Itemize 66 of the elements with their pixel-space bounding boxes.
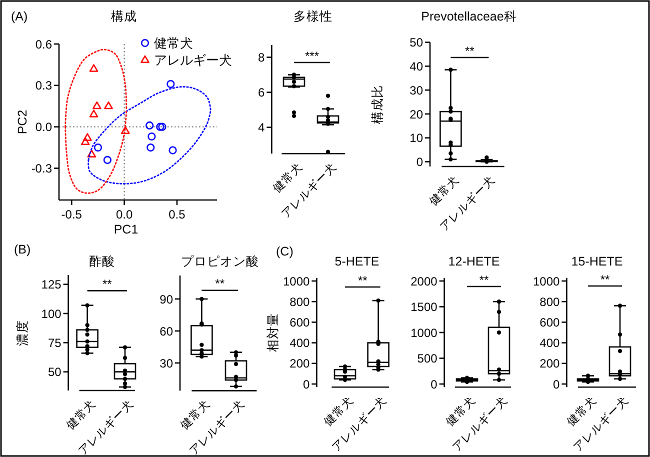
- y-tick-label: 90: [160, 292, 174, 306]
- y-tick-label: 1000: [532, 274, 560, 288]
- y-axis-title: PC2: [16, 110, 30, 134]
- chart-title: プロピオン酸: [181, 254, 259, 268]
- chart-title: 構成: [111, 10, 137, 24]
- chart-title: Prevotellaceae科: [421, 10, 517, 24]
- y-tick-label: 0.3: [35, 78, 52, 93]
- y-tick-label: 200: [290, 356, 310, 371]
- y-tick-label: 800: [540, 294, 560, 309]
- y-tick-label: 50: [410, 36, 424, 50]
- y-tick-label: 400: [290, 336, 310, 350]
- x-tick-label: 0.0: [116, 207, 133, 222]
- y-tick-label: 8: [258, 50, 266, 65]
- y-tick-label: 1000: [282, 274, 310, 288]
- y-axis-title: 構成比: [370, 84, 384, 124]
- x-tick-label: 0.5: [168, 207, 186, 222]
- y-axis-title: 相対量: [264, 313, 280, 352]
- y-tick-label: 10: [410, 131, 424, 146]
- y-axis-title: 濃度: [14, 320, 30, 346]
- y-tick-label: 2000: [410, 274, 438, 288]
- text: (B): [14, 242, 31, 256]
- x-axis-title: PC1: [114, 222, 138, 236]
- y-tick-label: 20: [410, 107, 424, 122]
- y-tick-label: 0.6: [35, 37, 52, 52]
- chart-title: 酢酸: [89, 254, 115, 268]
- y-tick-label: 400: [540, 336, 560, 350]
- annotation: **: [600, 272, 610, 286]
- legend-label: アレルギー犬: [154, 52, 232, 68]
- y-tick-label: 0: [303, 377, 310, 392]
- y-tick-label: 800: [290, 294, 310, 309]
- x-tick-label: -0.5: [61, 207, 82, 222]
- y-tick-label: 6: [258, 86, 266, 100]
- annotation: **: [102, 277, 112, 292]
- chart-title: 5-HETE: [334, 254, 380, 268]
- y-tick-label: 4: [258, 120, 266, 135]
- y-tick-label: 0: [553, 377, 560, 392]
- chart-title: 15-HETE: [571, 254, 623, 268]
- annotation: **: [215, 276, 225, 291]
- y-tick-label: 100: [41, 306, 62, 321]
- chart-title: 12-HETE: [448, 254, 500, 268]
- y-tick-label: 600: [290, 316, 310, 330]
- text: (C): [276, 244, 294, 258]
- y-tick-label: 1000: [410, 326, 438, 340]
- y-tick-label: 0: [416, 155, 424, 170]
- y-tick-label: 125: [41, 278, 62, 292]
- y-tick-label: 50: [48, 365, 62, 380]
- text: (A): [11, 10, 28, 24]
- y-tick-label: 75: [48, 336, 62, 350]
- y-tick-label: 600: [540, 316, 560, 330]
- y-tick-label: 200: [540, 356, 560, 371]
- annotation: **: [358, 273, 368, 288]
- y-tick-label: 60: [160, 324, 174, 338]
- y-tick-label: 0.0: [35, 120, 52, 134]
- y-tick-label: -0.3: [31, 162, 52, 176]
- y-tick-label: 1500: [410, 300, 438, 314]
- annotation: **: [479, 272, 489, 287]
- annotation: **: [465, 44, 475, 58]
- y-tick-label: 0: [430, 377, 438, 392]
- x-tick-label: 健常犬: [64, 397, 98, 432]
- y-tick-label: 30: [160, 356, 174, 370]
- y-tick-label: 40: [410, 60, 424, 74]
- y-tick-label: 500: [417, 352, 438, 366]
- chart-title: 多様性: [294, 10, 332, 24]
- y-tick-label: 30: [410, 83, 424, 98]
- legend-label: 健常犬: [154, 36, 193, 51]
- annotation: ***: [304, 48, 320, 63]
